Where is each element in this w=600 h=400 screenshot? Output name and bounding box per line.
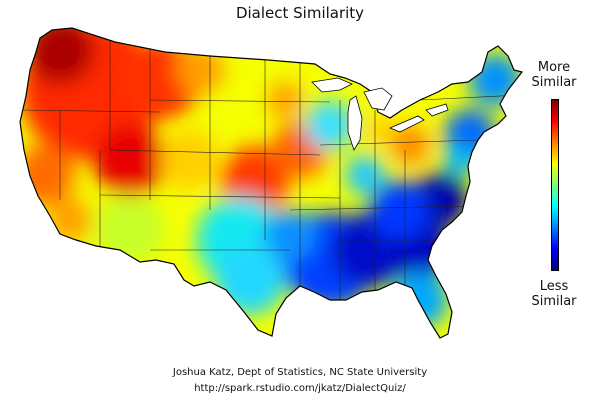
legend-high-label: More Similar (522, 60, 586, 90)
legend-high-line1: More (537, 60, 571, 75)
author-credit: Joshua Katz, Dept of Statistics, NC Stat… (172, 367, 428, 378)
us-outline (19, 27, 524, 339)
legend-colorbar (551, 99, 559, 271)
great-lakes (311, 77, 449, 151)
legend-high-line2: Similar (531, 75, 577, 90)
map-title: Dialect Similarity (235, 4, 365, 22)
state-borders (20, 28, 521, 300)
source-url: http://spark.rstudio.com/jkatz/DialectQu… (194, 383, 406, 394)
legend-low-line1: Less (539, 279, 569, 294)
legend-low-line2: Similar (531, 294, 577, 309)
legend-low-label: Less Similar (522, 279, 586, 309)
